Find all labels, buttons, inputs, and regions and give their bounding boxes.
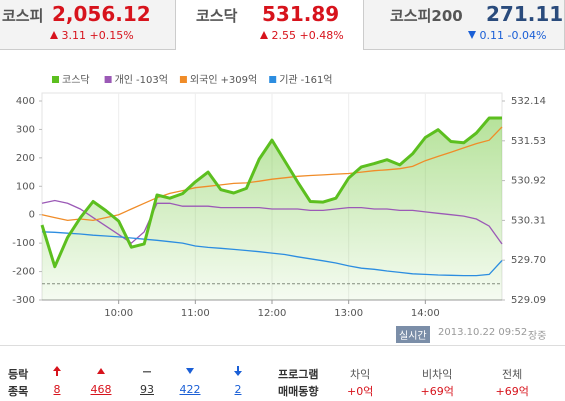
tab-name: 코스닥	[196, 7, 238, 25]
y2-tick-label: 530.31	[511, 215, 546, 226]
breadth-count[interactable]: 93	[140, 383, 154, 396]
legend-swatch	[104, 76, 112, 83]
y-tick-label: 100	[16, 181, 35, 192]
change-pct: +0.15%	[89, 29, 134, 42]
legend-value: -103억	[136, 74, 168, 86]
tab[interactable]: 코스피 2,056.12 3.11 +0.15%	[0, 0, 176, 50]
program-label: 프로그램	[278, 368, 319, 381]
triangle	[260, 31, 268, 39]
y-tick-label: -200	[12, 267, 35, 278]
footer-divider	[0, 345, 565, 346]
direction-icon	[260, 31, 268, 39]
y-tick-label: 300	[16, 124, 35, 135]
legend-swatch	[52, 76, 59, 83]
series-line	[41, 199, 503, 245]
y-tick-label: 0	[29, 210, 35, 221]
program-value: +69억	[420, 385, 454, 398]
icon-shape	[234, 366, 242, 376]
tab-change: 2.55 +0.48%	[260, 29, 344, 42]
tab-value: 2,056.12	[52, 2, 151, 26]
change: 2.55	[271, 29, 297, 42]
breadth-count[interactable]: 8	[53, 383, 61, 396]
series-line	[41, 126, 503, 222]
breadth-icon	[143, 371, 151, 373]
tab[interactable]: 코스피200 271.11 0.11 -0.04%	[363, 0, 565, 50]
breadth-icon	[53, 366, 61, 376]
change-pct: -0.04%	[507, 29, 547, 42]
legend-label: 코스닥	[62, 74, 90, 86]
legend-label: 개인	[115, 74, 133, 86]
program-value: +0억	[347, 385, 374, 398]
tab-value: 271.11	[486, 2, 564, 26]
triangle	[468, 31, 476, 39]
y2-tick-label: 531.53	[511, 136, 546, 147]
y2-tick-label: 529.09	[511, 295, 546, 306]
tab-name: 코스피200	[390, 7, 463, 25]
y-tick-label: 400	[16, 96, 35, 107]
series-line	[41, 231, 503, 277]
icon-shape	[186, 368, 194, 374]
program-name: 전체	[502, 368, 523, 381]
breadth-count[interactable]: 422	[179, 383, 201, 396]
change-pct: +0.48%	[299, 29, 344, 42]
y-tick-label: -100	[12, 238, 35, 249]
breadth-label: 종목	[8, 385, 29, 398]
direction-icon	[50, 31, 58, 39]
y-tick-label: -300	[12, 295, 35, 306]
timestamp: 2013.10.22 09:52	[438, 327, 528, 338]
legend-label: 외국인	[190, 74, 218, 86]
breadth-icon	[186, 368, 194, 374]
y-tick-label: 200	[16, 153, 35, 164]
triangle	[50, 31, 58, 39]
legend-value: +309억	[221, 74, 258, 86]
breadth-count[interactable]: 468	[90, 383, 112, 396]
direction-icon	[468, 31, 476, 39]
icon-shape	[53, 366, 61, 376]
x-tick-label: 10:00	[104, 308, 133, 319]
x-tick-label: 11:00	[181, 308, 210, 319]
legend-swatch	[179, 76, 187, 83]
change: 3.11	[61, 29, 87, 42]
breadth-icon	[97, 368, 105, 374]
tab-change: 3.11 +0.15%	[50, 29, 134, 42]
tab-name: 코스피	[2, 7, 44, 25]
y2-tick-label: 530.92	[511, 176, 546, 187]
change: 0.11	[479, 29, 505, 42]
y2-tick-label: 532.14	[511, 96, 546, 107]
x-tick-label: 14:00	[411, 308, 440, 319]
tab[interactable]: 코스닥 531.89 2.55 +0.48%	[176, 0, 363, 50]
session: 장중	[528, 331, 547, 342]
icon-shape	[143, 371, 151, 373]
legend-label: 기관	[279, 74, 297, 86]
tab-change: 0.11 -0.04%	[468, 29, 546, 42]
icon-shape	[97, 368, 105, 374]
program-name: 차익	[350, 368, 371, 381]
tab-value: 531.89	[262, 2, 340, 26]
breadth-label: 등락	[8, 368, 29, 381]
program-name: 비차익	[422, 368, 453, 381]
breadth-icon	[234, 366, 242, 376]
legend-swatch	[269, 76, 277, 83]
x-tick-label: 13:00	[334, 308, 363, 319]
legend-value: -161억	[301, 74, 333, 86]
program-label: 매매동향	[278, 385, 319, 398]
x-tick-label: 12:00	[258, 308, 287, 319]
program-value: +69억	[495, 385, 529, 398]
series-line	[40, 116, 502, 269]
breadth-count[interactable]: 2	[234, 383, 242, 396]
status-badge: 실시간	[396, 326, 430, 343]
y2-tick-label: 529.70	[511, 255, 546, 266]
